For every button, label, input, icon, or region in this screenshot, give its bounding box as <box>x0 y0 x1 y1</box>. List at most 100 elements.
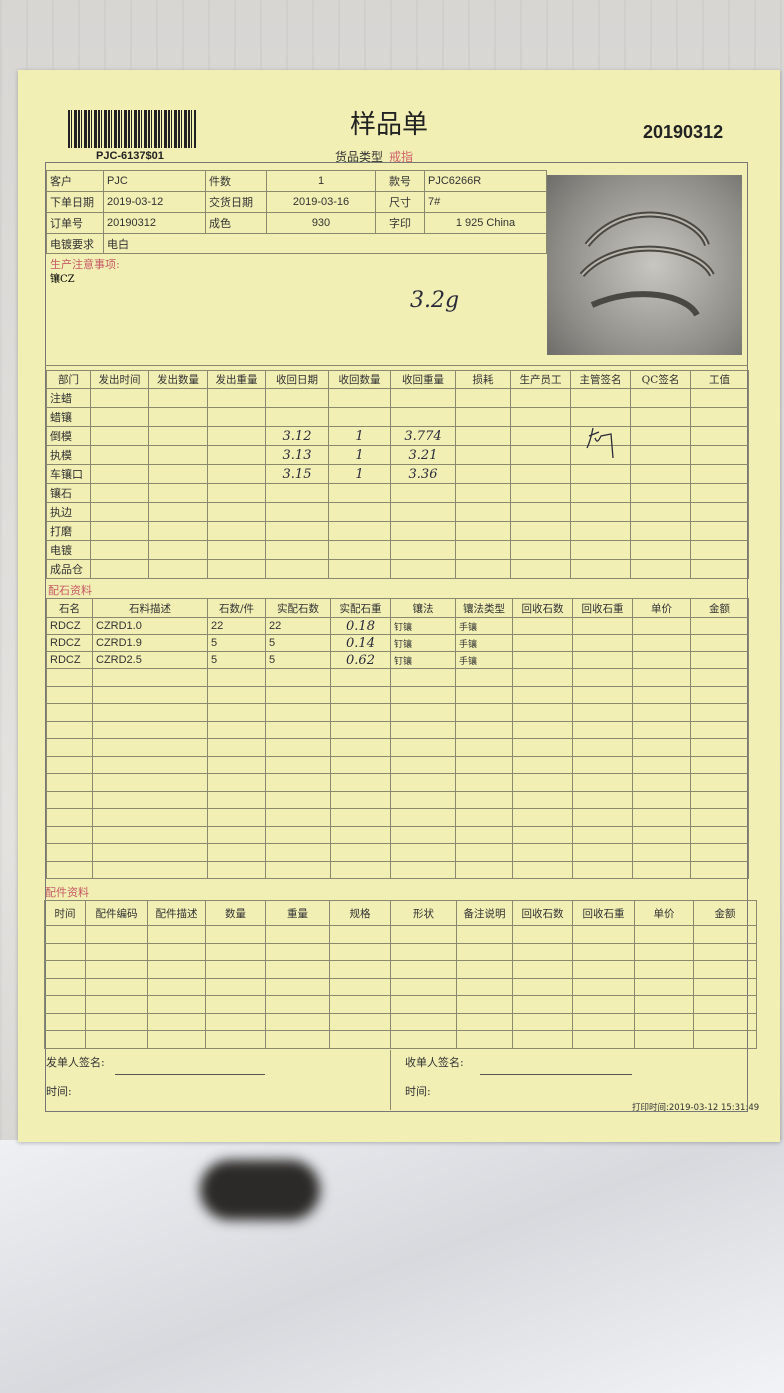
table-cell[interactable] <box>265 977 330 996</box>
table-cell[interactable] <box>207 825 266 844</box>
table-cell[interactable] <box>205 960 266 979</box>
table-cell[interactable] <box>512 843 573 862</box>
table-cell[interactable] <box>512 825 573 844</box>
table-cell[interactable] <box>572 925 635 944</box>
table-cell[interactable] <box>205 977 266 996</box>
table-cell[interactable] <box>92 755 208 774</box>
table-cell[interactable] <box>690 668 749 687</box>
table-cell[interactable] <box>632 703 691 722</box>
table-cell[interactable] <box>92 685 208 704</box>
table-cell[interactable] <box>205 1012 266 1031</box>
table-cell[interactable] <box>632 808 691 827</box>
table-cell[interactable] <box>634 1012 694 1031</box>
table-cell[interactable] <box>632 755 691 774</box>
table-cell[interactable] <box>265 825 331 844</box>
table-cell[interactable] <box>572 668 633 687</box>
table-cell[interactable] <box>390 720 456 739</box>
table-cell[interactable] <box>329 1030 391 1049</box>
table-cell[interactable] <box>512 925 573 944</box>
table-cell[interactable] <box>207 668 266 687</box>
table-cell[interactable] <box>690 738 749 757</box>
table-cell[interactable] <box>207 755 266 774</box>
table-cell[interactable] <box>632 860 691 879</box>
table-cell[interactable] <box>330 808 391 827</box>
table-cell[interactable] <box>147 977 206 996</box>
table-cell[interactable] <box>92 825 208 844</box>
table-cell[interactable] <box>512 738 573 757</box>
table-cell[interactable] <box>690 720 749 739</box>
table-cell[interactable] <box>207 808 266 827</box>
table-cell[interactable] <box>85 960 148 979</box>
table-cell[interactable] <box>455 755 513 774</box>
table-cell[interactable] <box>265 960 330 979</box>
table-cell[interactable] <box>330 773 391 792</box>
table-cell[interactable] <box>92 790 208 809</box>
table-cell[interactable] <box>455 668 513 687</box>
table-cell[interactable] <box>572 960 635 979</box>
table-cell[interactable] <box>329 960 391 979</box>
table-cell[interactable] <box>265 942 330 961</box>
table-cell[interactable] <box>330 860 391 879</box>
table-cell[interactable] <box>390 1012 457 1031</box>
table-cell[interactable] <box>92 738 208 757</box>
table-cell[interactable] <box>330 738 391 757</box>
table-cell[interactable] <box>85 977 148 996</box>
table-cell[interactable] <box>632 825 691 844</box>
table-cell[interactable] <box>44 925 86 944</box>
table-cell[interactable] <box>634 995 694 1014</box>
table-cell[interactable] <box>512 720 573 739</box>
table-cell[interactable] <box>634 942 694 961</box>
table-cell[interactable] <box>265 860 331 879</box>
table-cell[interactable] <box>693 995 757 1014</box>
table-cell[interactable] <box>207 685 266 704</box>
table-cell[interactable] <box>690 755 749 774</box>
table-cell[interactable] <box>265 738 331 757</box>
table-cell[interactable] <box>512 773 573 792</box>
table-cell[interactable] <box>572 843 633 862</box>
table-cell[interactable] <box>92 773 208 792</box>
table-cell[interactable] <box>46 703 93 722</box>
table-cell[interactable] <box>390 755 456 774</box>
table-cell[interactable] <box>46 860 93 879</box>
table-cell[interactable] <box>85 1012 148 1031</box>
table-cell[interactable] <box>85 995 148 1014</box>
table-cell[interactable] <box>693 925 757 944</box>
table-cell[interactable] <box>572 1030 635 1049</box>
table-cell[interactable] <box>572 977 635 996</box>
table-cell[interactable] <box>512 1012 573 1031</box>
table-cell[interactable] <box>205 942 266 961</box>
table-cell[interactable] <box>390 843 456 862</box>
table-cell[interactable] <box>456 1012 513 1031</box>
table-cell[interactable] <box>92 703 208 722</box>
table-cell[interactable] <box>693 977 757 996</box>
table-cell[interactable] <box>207 773 266 792</box>
table-cell[interactable] <box>44 995 86 1014</box>
table-cell[interactable] <box>572 738 633 757</box>
table-cell[interactable] <box>512 685 573 704</box>
table-cell[interactable] <box>390 808 456 827</box>
table-cell[interactable] <box>46 808 93 827</box>
table-cell[interactable] <box>572 755 633 774</box>
table-cell[interactable] <box>572 773 633 792</box>
table-cell[interactable] <box>207 738 266 757</box>
table-cell[interactable] <box>205 1030 266 1049</box>
table-cell[interactable] <box>85 942 148 961</box>
table-cell[interactable] <box>44 1030 86 1049</box>
table-cell[interactable] <box>632 668 691 687</box>
table-cell[interactable] <box>693 1030 757 1049</box>
table-cell[interactable] <box>455 685 513 704</box>
table-cell[interactable] <box>455 738 513 757</box>
table-cell[interactable] <box>147 1030 206 1049</box>
table-cell[interactable] <box>92 860 208 879</box>
table-cell[interactable] <box>329 942 391 961</box>
table-cell[interactable] <box>390 995 457 1014</box>
table-cell[interactable] <box>512 1030 573 1049</box>
table-cell[interactable] <box>390 960 457 979</box>
table-cell[interactable] <box>512 790 573 809</box>
table-cell[interactable] <box>265 925 330 944</box>
table-cell[interactable] <box>690 825 749 844</box>
table-cell[interactable] <box>147 942 206 961</box>
table-cell[interactable] <box>390 773 456 792</box>
table-cell[interactable] <box>329 977 391 996</box>
table-cell[interactable] <box>147 960 206 979</box>
